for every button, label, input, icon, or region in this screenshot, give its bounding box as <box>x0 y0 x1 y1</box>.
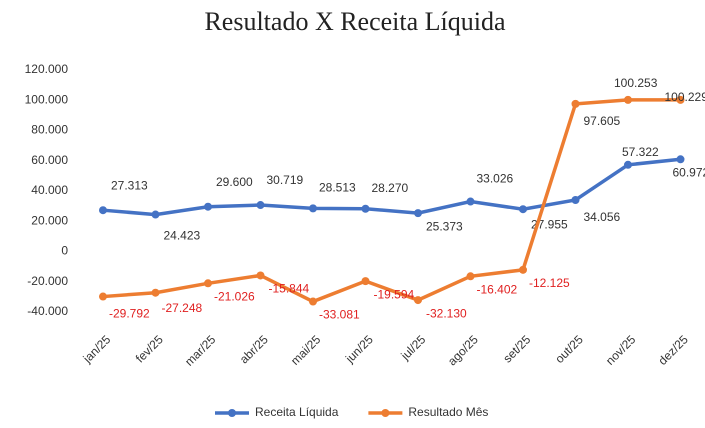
data-label: -12.125 <box>529 276 570 290</box>
marker <box>309 297 317 306</box>
marker <box>151 210 160 219</box>
marker <box>256 271 265 280</box>
marker <box>414 209 422 218</box>
marker <box>571 99 580 108</box>
marker <box>204 202 212 211</box>
marker <box>519 265 527 274</box>
x-tick-label: jun/25 <box>342 332 376 366</box>
y-tick-label: 20.000 <box>31 213 68 227</box>
data-label: 34.056 <box>584 210 621 224</box>
marker <box>519 205 527 214</box>
marker <box>414 296 422 305</box>
marker <box>309 204 317 213</box>
marker <box>361 204 370 213</box>
data-label: -27.248 <box>162 301 203 315</box>
legend-swatch <box>228 409 236 417</box>
data-label: 28.513 <box>319 181 356 195</box>
marker <box>676 95 685 104</box>
x-tick-label: jan/25 <box>80 332 114 366</box>
data-label: 97.605 <box>584 114 621 128</box>
line <box>102 98 681 304</box>
marker <box>99 292 107 301</box>
marker <box>204 279 212 288</box>
x-tick-label: out/25 <box>552 332 586 366</box>
data-label: -21.026 <box>214 289 255 303</box>
x-tick-label: jul/25 <box>397 332 428 363</box>
y-tick-label: 100.000 <box>25 92 69 106</box>
data-label: 25.373 <box>426 219 463 233</box>
legend-label: Resultado Mês <box>408 405 488 419</box>
marker <box>256 201 265 210</box>
data-label: 100.253 <box>614 76 658 90</box>
y-tick-label: 120.000 <box>25 62 69 76</box>
x-tick-label: dez/25 <box>655 332 691 368</box>
data-label: -15.844 <box>269 282 310 296</box>
chart-title: Resultado X Receita Líquida <box>204 7 506 36</box>
y-tick-label: 0 <box>61 244 68 258</box>
legend-swatch <box>381 409 390 417</box>
legend-label: Receita Líquida <box>255 405 339 419</box>
y-tick-label: 40.000 <box>31 183 68 197</box>
data-label: 24.423 <box>164 229 201 243</box>
marker <box>624 160 632 169</box>
line <box>102 157 681 217</box>
data-label: -33.081 <box>319 308 360 322</box>
x-tick-label: mai/25 <box>288 332 324 368</box>
data-label: 29.600 <box>216 175 253 189</box>
marker <box>466 272 475 281</box>
marker <box>624 95 632 104</box>
marker <box>361 277 370 286</box>
marker <box>676 155 685 164</box>
y-tick-label: 80.000 <box>31 123 68 137</box>
marker <box>571 195 580 204</box>
data-label: -19.594 <box>374 287 415 301</box>
y-tick-label: -20.000 <box>27 274 68 288</box>
data-label: 100.229 <box>665 90 705 104</box>
marker <box>99 206 107 215</box>
data-label: 57.322 <box>622 145 659 159</box>
data-label: 33.026 <box>477 172 514 186</box>
data-label: 60.972 <box>673 165 705 179</box>
marker <box>466 197 475 206</box>
y-tick-label: 60.000 <box>31 153 68 167</box>
data-label: -16.402 <box>477 282 518 296</box>
x-tick-label: fev/25 <box>133 332 166 365</box>
x-tick-label: abr/25 <box>237 332 271 366</box>
x-tick-label: set/25 <box>500 332 533 365</box>
x-tick-label: ago/25 <box>445 332 481 368</box>
y-tick-label: -40.000 <box>27 304 68 318</box>
data-label: 27.313 <box>111 178 148 192</box>
marker <box>151 288 160 297</box>
x-tick-label: nov/25 <box>603 332 639 368</box>
data-label: -29.792 <box>109 307 150 321</box>
data-label: 30.719 <box>267 173 304 187</box>
x-tick-label: mar/25 <box>182 332 219 369</box>
data-label: 28.270 <box>372 181 409 195</box>
data-label: -32.130 <box>426 306 467 320</box>
